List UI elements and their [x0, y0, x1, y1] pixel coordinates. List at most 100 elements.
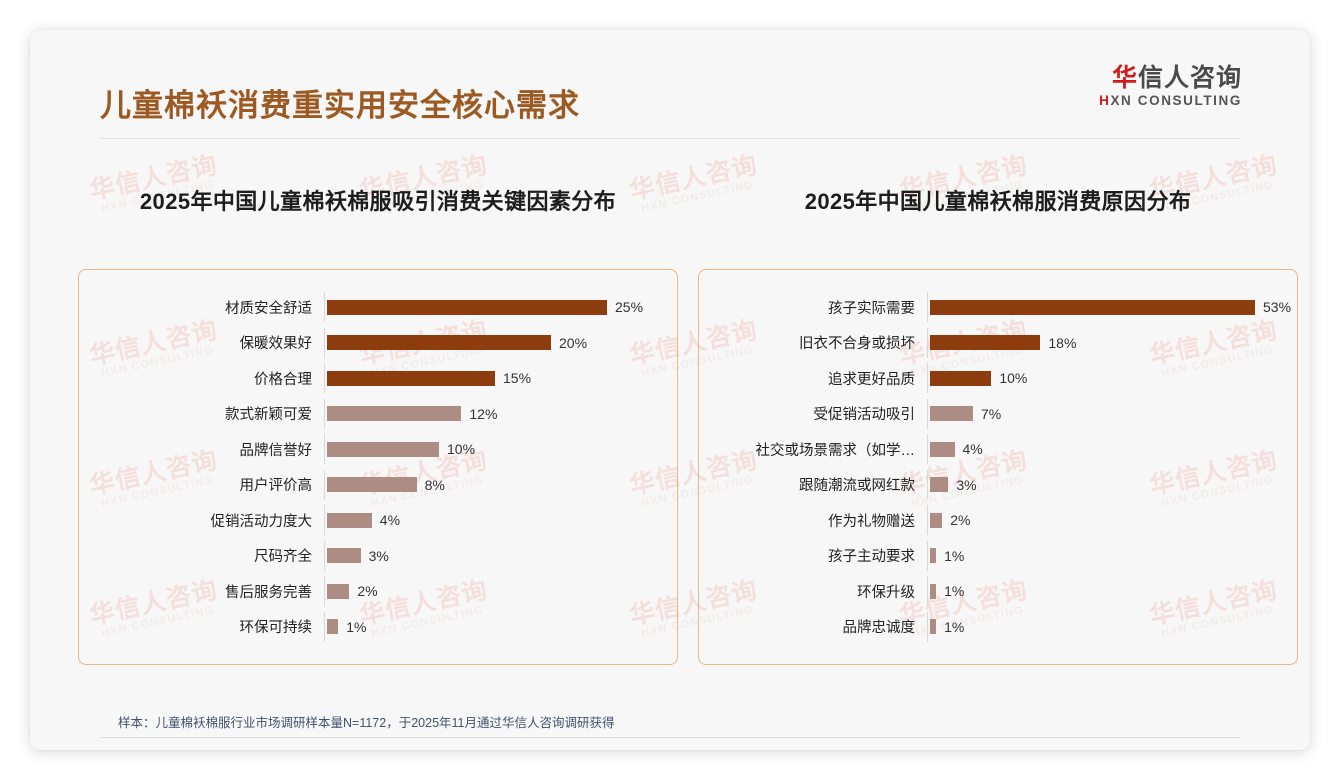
bar-value-label: 12%: [469, 405, 498, 422]
bar-category-label: 品牌忠诚度: [842, 620, 916, 637]
chart-panel-left: 2025年中国儿童棉袄棉服吸引消费关键因素分布 材质安全舒适 25% 保暖效果好 20…: [78, 185, 678, 665]
chart-right-plot: 孩子实际需要 53% 旧衣不合身或损坏 18% 追求更好品质 10% 受促销活动吸引 7% 社交…: [699, 292, 1297, 642]
bar: [327, 512, 372, 528]
bar-value-label: 25%: [615, 299, 644, 315]
bar-row: 社交或场景需求（如学… 4%: [699, 434, 1297, 465]
bar-value-label: 4%: [379, 512, 401, 529]
bar-value-label: 2%: [950, 512, 971, 529]
bar-row: 环保升级 1%: [699, 576, 1297, 607]
bar-category-label: 孩子主动要求: [828, 549, 915, 566]
bar-category-label: 品牌信誉好: [239, 442, 313, 459]
bar: [930, 548, 937, 564]
bar-category-label: 保暖效果好: [239, 336, 313, 353]
bar-value-label: 3%: [956, 476, 977, 493]
logo-english-text: HXN CONSULTING: [1099, 93, 1242, 109]
chart-left-plot: 材质安全舒适 25% 保暖效果好 20% 价格合理 15% 款式新颖可爱 12% 品牌信誉好 10…: [79, 292, 677, 642]
bar-track: 20%: [324, 327, 677, 358]
bar-category-label: 促销活动力度大: [210, 513, 313, 530]
bar-track: 12%: [324, 398, 677, 429]
bar: [327, 548, 361, 564]
title-divider: [100, 138, 1240, 139]
logo-cn-rest: 信人咨询: [1137, 64, 1242, 92]
company-logo: 华信人咨询 HXN CONSULTING: [1099, 64, 1242, 109]
bar-category-label: 追求更好品质: [828, 371, 915, 388]
bar-row: 受促销活动吸引 7%: [699, 398, 1297, 429]
bar-category-label: 材质安全舒适: [225, 300, 312, 317]
bar-track: 1%: [324, 611, 677, 642]
logo-en-rest: XN CONSULTING: [1110, 92, 1242, 108]
bar-row: 跟随潮流或网红款 3%: [699, 469, 1297, 500]
bar-category-label: 售后服务完善: [225, 584, 312, 601]
bar-category-label: 孩子实际需要: [828, 300, 915, 317]
bar: [930, 619, 937, 635]
bar-value-label: 53%: [1263, 299, 1292, 315]
bar-value-label: 1%: [944, 583, 965, 600]
bar-track: 4%: [324, 505, 677, 536]
bar-track: 3%: [927, 469, 1297, 500]
bar-track: 15%: [324, 363, 677, 394]
bar-track: 8%: [324, 469, 677, 500]
bar-row: 环保可持续 1%: [79, 611, 677, 642]
chart-left-title: 2025年中国儿童棉袄棉服吸引消费关键因素分布: [139, 189, 617, 214]
bar-track: 1%: [927, 576, 1297, 607]
bar-category-label: 跟随潮流或网红款: [799, 478, 915, 495]
bar-track: 10%: [324, 434, 677, 465]
bar-category-label: 用户评价高: [239, 478, 313, 495]
bar-category-label: 社交或场景需求（如学…: [755, 442, 916, 459]
bar-category-label: 环保升级: [857, 584, 915, 601]
bar: [327, 619, 339, 635]
bar-row: 作为礼物赠送 2%: [699, 505, 1297, 536]
bar-row: 售后服务完善 2%: [79, 576, 677, 607]
bar-row: 追求更好品质 10%: [699, 363, 1297, 394]
bar: [327, 477, 417, 493]
bar: [327, 335, 551, 351]
slide-footer: ©2026.1 HXR华信人咨询 www.hxrcon.com: [30, 744, 1310, 750]
bar-value-label: 7%: [980, 405, 1002, 422]
bar-track: 53%: [927, 292, 1297, 322]
bar-row: 保暖效果好 20%: [79, 327, 677, 358]
bar: [930, 512, 943, 528]
bar-track: 18%: [927, 327, 1297, 358]
bar-category-label: 款式新颖可爱: [225, 407, 312, 424]
logo-cn-highlight-char: 华: [1111, 64, 1138, 92]
logo-chinese-text: 华信人咨询: [1099, 64, 1242, 93]
bar-category-label: 尺码齐全: [254, 549, 312, 566]
chart-panel-right: 2025年中国儿童棉袄棉服消费原因分布 孩子实际需要 53% 旧衣不合身或损坏 18%…: [698, 185, 1298, 665]
bar-track: 2%: [324, 576, 677, 607]
bar: [930, 370, 992, 386]
bar: [930, 335, 1041, 351]
bar-track: 2%: [927, 505, 1297, 536]
bar: [327, 441, 439, 457]
page-title: 儿童棉袄消费重实用安全核心需求: [100, 88, 580, 123]
bar-track: 1%: [927, 540, 1297, 571]
bar-row: 尺码齐全 3%: [79, 540, 677, 571]
bar-value-label: 10%: [999, 370, 1028, 387]
bar: [930, 406, 973, 422]
footer-divider: [100, 737, 1240, 738]
bar-category-label: 受促销活动吸引: [813, 407, 916, 424]
bar-value-label: 15%: [503, 370, 532, 387]
bar-row: 用户评价高 8%: [79, 469, 677, 500]
bar-row: 旧衣不合身或损坏 18%: [699, 327, 1297, 358]
bar-value-label: 10%: [447, 441, 476, 458]
bar: [327, 370, 495, 386]
bar-row: 品牌信誉好 10%: [79, 434, 677, 465]
chart-right-frame: 孩子实际需要 53% 旧衣不合身或损坏 18% 追求更好品质 10% 受促销活动吸引 7% 社交…: [698, 269, 1298, 665]
bar-value-label: 3%: [368, 547, 389, 564]
bar: [930, 299, 1255, 315]
bar-track: 1%: [927, 611, 1297, 642]
bar-value-label: 1%: [944, 618, 965, 635]
bar: [930, 441, 955, 457]
bar: [930, 583, 937, 599]
bar-row: 品牌忠诚度 1%: [699, 611, 1297, 642]
bar: [327, 406, 462, 422]
chart-left-frame: 材质安全舒适 25% 保暖效果好 20% 价格合理 15% 款式新颖可爱 12% 品牌信誉好 10…: [78, 269, 678, 665]
bar-track: 10%: [927, 363, 1297, 394]
sample-footnote: 样本：儿童棉袄棉服行业市场调研样本量N=1172，于2025年11月通过华信人咨…: [118, 716, 615, 730]
bar-row: 款式新颖可爱 12%: [79, 398, 677, 429]
bar-row: 促销活动力度大 4%: [79, 505, 677, 536]
bar-value-label: 18%: [1048, 334, 1077, 351]
bar-value-label: 2%: [357, 583, 378, 600]
bar-value-label: 4%: [962, 441, 983, 458]
bar-track: 3%: [324, 540, 677, 571]
